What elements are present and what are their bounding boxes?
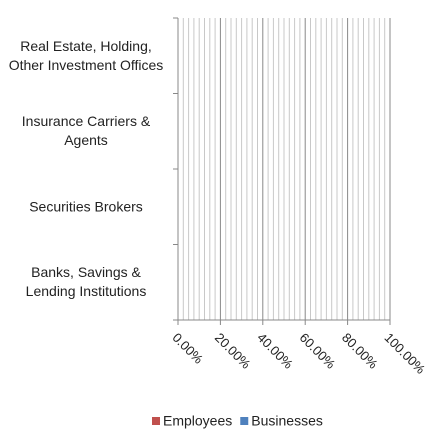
x-tick-label: 40.00% — [254, 330, 296, 372]
y-tick-label: Real Estate, Holding, Other Investment O… — [8, 37, 164, 73]
y-tick-label: Banks, Savings & Lending Institutions — [25, 264, 147, 300]
x-tick-label: 100.00% — [381, 330, 428, 377]
y-tick-label: Securities Brokers — [29, 198, 143, 215]
legend-swatch — [240, 417, 249, 425]
legend-label: Employees — [163, 413, 232, 429]
x-tick-label: 20.00% — [212, 330, 254, 372]
x-tick-label: 80.00% — [339, 330, 381, 372]
legend-label: Businesses — [251, 413, 323, 429]
legend-swatch — [152, 417, 160, 425]
y-tick-label: Insurance Carriers & Agents — [21, 113, 151, 149]
x-tick-label: 0.00% — [169, 330, 206, 367]
x-tick-label: 60.00% — [297, 330, 339, 372]
